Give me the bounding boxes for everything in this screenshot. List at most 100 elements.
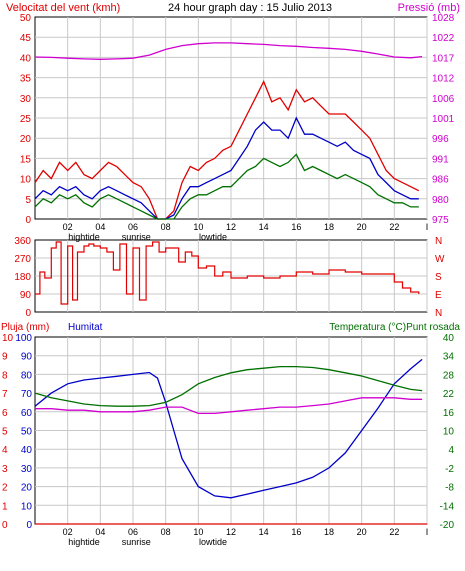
pressure-y-tick-label: 1006	[432, 94, 455, 105]
humidity-y-tick-label: 30	[21, 464, 33, 475]
x-tick-label: 04	[95, 222, 105, 232]
humidity-y-tick-label: 10	[21, 501, 33, 512]
wind-y-tick-label: 20	[20, 134, 32, 145]
x-tick-label: 14	[259, 222, 269, 232]
temperature-y-tick-label: 10	[443, 427, 455, 438]
temperature-y-tick-label: 34	[443, 352, 455, 363]
direction-y-tick-label: 270	[14, 254, 31, 265]
wind-speed-label: Velocitat del vent (kmh)	[6, 2, 120, 14]
series-line-blue	[34, 358, 423, 499]
wind-y-tick-label: 15	[20, 154, 32, 165]
x-tick-label: 08	[161, 527, 171, 537]
wind-y-tick-label: 10	[20, 175, 32, 186]
humidity-y-tick-label: 100	[15, 333, 32, 344]
x-tick-label: I	[426, 222, 429, 232]
x-tick-label: 22	[389, 222, 399, 232]
pressure-y-tick-label: 996	[432, 134, 449, 145]
pressure-y-tick-label: 1028	[432, 13, 455, 24]
humidity-y-tick-label: 60	[21, 408, 33, 419]
x-tick-label: 14	[259, 527, 269, 537]
temperature-y-tick-label: -8	[445, 483, 454, 494]
rain-y-tick-label: 10	[2, 333, 14, 344]
x-tick-label: 18	[324, 222, 334, 232]
wind-y-tick-label: 40	[20, 53, 32, 64]
series-line-direction	[35, 241, 420, 305]
temperature-y-tick-label: 28	[443, 370, 455, 381]
compass-y-tick-label: W	[435, 254, 445, 265]
x-tick-label: 22	[389, 527, 399, 537]
x-tick-label: 02	[63, 527, 73, 537]
x-tick-label: 06	[128, 222, 138, 232]
wind-y-tick-label: 50	[20, 13, 32, 24]
rain-y-tick-label: 0	[2, 520, 8, 531]
x-tick-label: 10	[193, 527, 203, 537]
pressure-y-tick-label: 1001	[432, 114, 455, 125]
compass-y-tick-label: N	[435, 308, 442, 319]
temperature-y-tick-label: 4	[448, 445, 454, 456]
wind-y-tick-label: 45	[20, 33, 32, 44]
wind-y-tick-label: 5	[25, 195, 31, 206]
series-line-magenta	[35, 397, 423, 415]
series-line-green	[34, 153, 419, 220]
series-line-green	[34, 365, 423, 407]
humidity-y-tick-label: 40	[21, 445, 33, 456]
humidity-y-tick-label: 50	[21, 427, 33, 438]
compass-y-tick-label: N	[435, 236, 442, 247]
humidity-y-tick-label: 80	[21, 370, 33, 381]
temperature-y-tick-label: -20	[440, 520, 455, 531]
wind-y-tick-label: 25	[20, 114, 32, 125]
x-event-label: sunrise	[122, 232, 151, 242]
x-tick-label: 04	[95, 527, 105, 537]
pressure-y-tick-label: 975	[432, 215, 449, 226]
series-layer	[34, 42, 427, 525]
x-tick-label: I	[426, 527, 429, 537]
x-tick-label: 10	[193, 222, 203, 232]
rain-y-tick-label: 3	[2, 464, 8, 475]
x-tick-label: 16	[291, 527, 301, 537]
rain-label: Pluja (mm)	[1, 322, 49, 333]
direction-y-tick-label: 0	[25, 308, 31, 319]
x-event-label: lowtide	[199, 537, 227, 547]
temperature-y-tick-label: 16	[443, 408, 455, 419]
temperature-y-tick-label: -14	[440, 501, 455, 512]
pressure-y-tick-label: 1012	[432, 74, 455, 85]
x-tick-label: 08	[161, 222, 171, 232]
wind-y-tick-label: 35	[20, 74, 32, 85]
series-line-magenta	[34, 42, 423, 60]
wind-y-tick-label: 30	[20, 94, 32, 105]
temperature-y-tick-label: -2	[445, 464, 454, 475]
x-tick-label: 12	[226, 527, 236, 537]
x-event-label: sunrise	[122, 537, 151, 547]
rain-y-tick-label: 1	[2, 501, 8, 512]
series-line-red	[34, 80, 420, 220]
humidity-y-tick-label: 20	[21, 483, 33, 494]
series-line-blue	[34, 116, 419, 220]
rain-y-tick-label: 5	[2, 427, 8, 438]
rain-y-tick-label: 7	[2, 389, 8, 400]
pressure-y-tick-label: 991	[432, 154, 449, 165]
humidity-label: Humitat	[68, 322, 103, 333]
x-tick-label: 06	[128, 527, 138, 537]
x-tick-label: 18	[324, 527, 334, 537]
humidity-y-tick-label: 70	[21, 389, 33, 400]
x-tick-label: 16	[291, 222, 301, 232]
x-event-label: hightide	[68, 537, 100, 547]
x-event-label: hightide	[68, 232, 100, 242]
compass-y-tick-label: S	[435, 272, 442, 283]
pressure-label: Pressió (mb)	[398, 2, 460, 14]
temperature-y-tick-label: 22	[443, 389, 455, 400]
compass-y-tick-label: E	[435, 290, 442, 301]
rain-y-tick-label: 4	[2, 445, 8, 456]
humidity-y-tick-label: 0	[26, 520, 32, 531]
rain-y-tick-label: 9	[2, 352, 8, 363]
pressure-y-tick-label: 1017	[432, 53, 455, 64]
humidity-y-tick-label: 90	[21, 352, 33, 363]
rain-y-tick-label: 6	[2, 408, 8, 419]
temperature-dewpoint-label: Temperatura (°C)Punt rosada	[329, 322, 460, 333]
x-tick-label: 02	[63, 222, 73, 232]
x-tick-label: 20	[357, 222, 367, 232]
direction-y-tick-label: 180	[14, 272, 31, 283]
x-tick-label: 20	[357, 527, 367, 537]
